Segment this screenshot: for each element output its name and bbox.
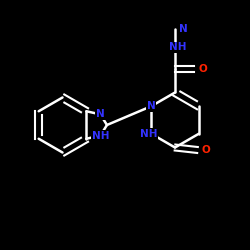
Text: NH: NH bbox=[92, 130, 109, 140]
Text: NH: NH bbox=[140, 129, 158, 139]
Text: N: N bbox=[96, 109, 105, 119]
Text: O: O bbox=[202, 145, 210, 155]
Text: N: N bbox=[147, 101, 156, 111]
Text: NH: NH bbox=[169, 42, 187, 52]
Text: O: O bbox=[198, 64, 207, 74]
Text: N: N bbox=[180, 24, 188, 34]
